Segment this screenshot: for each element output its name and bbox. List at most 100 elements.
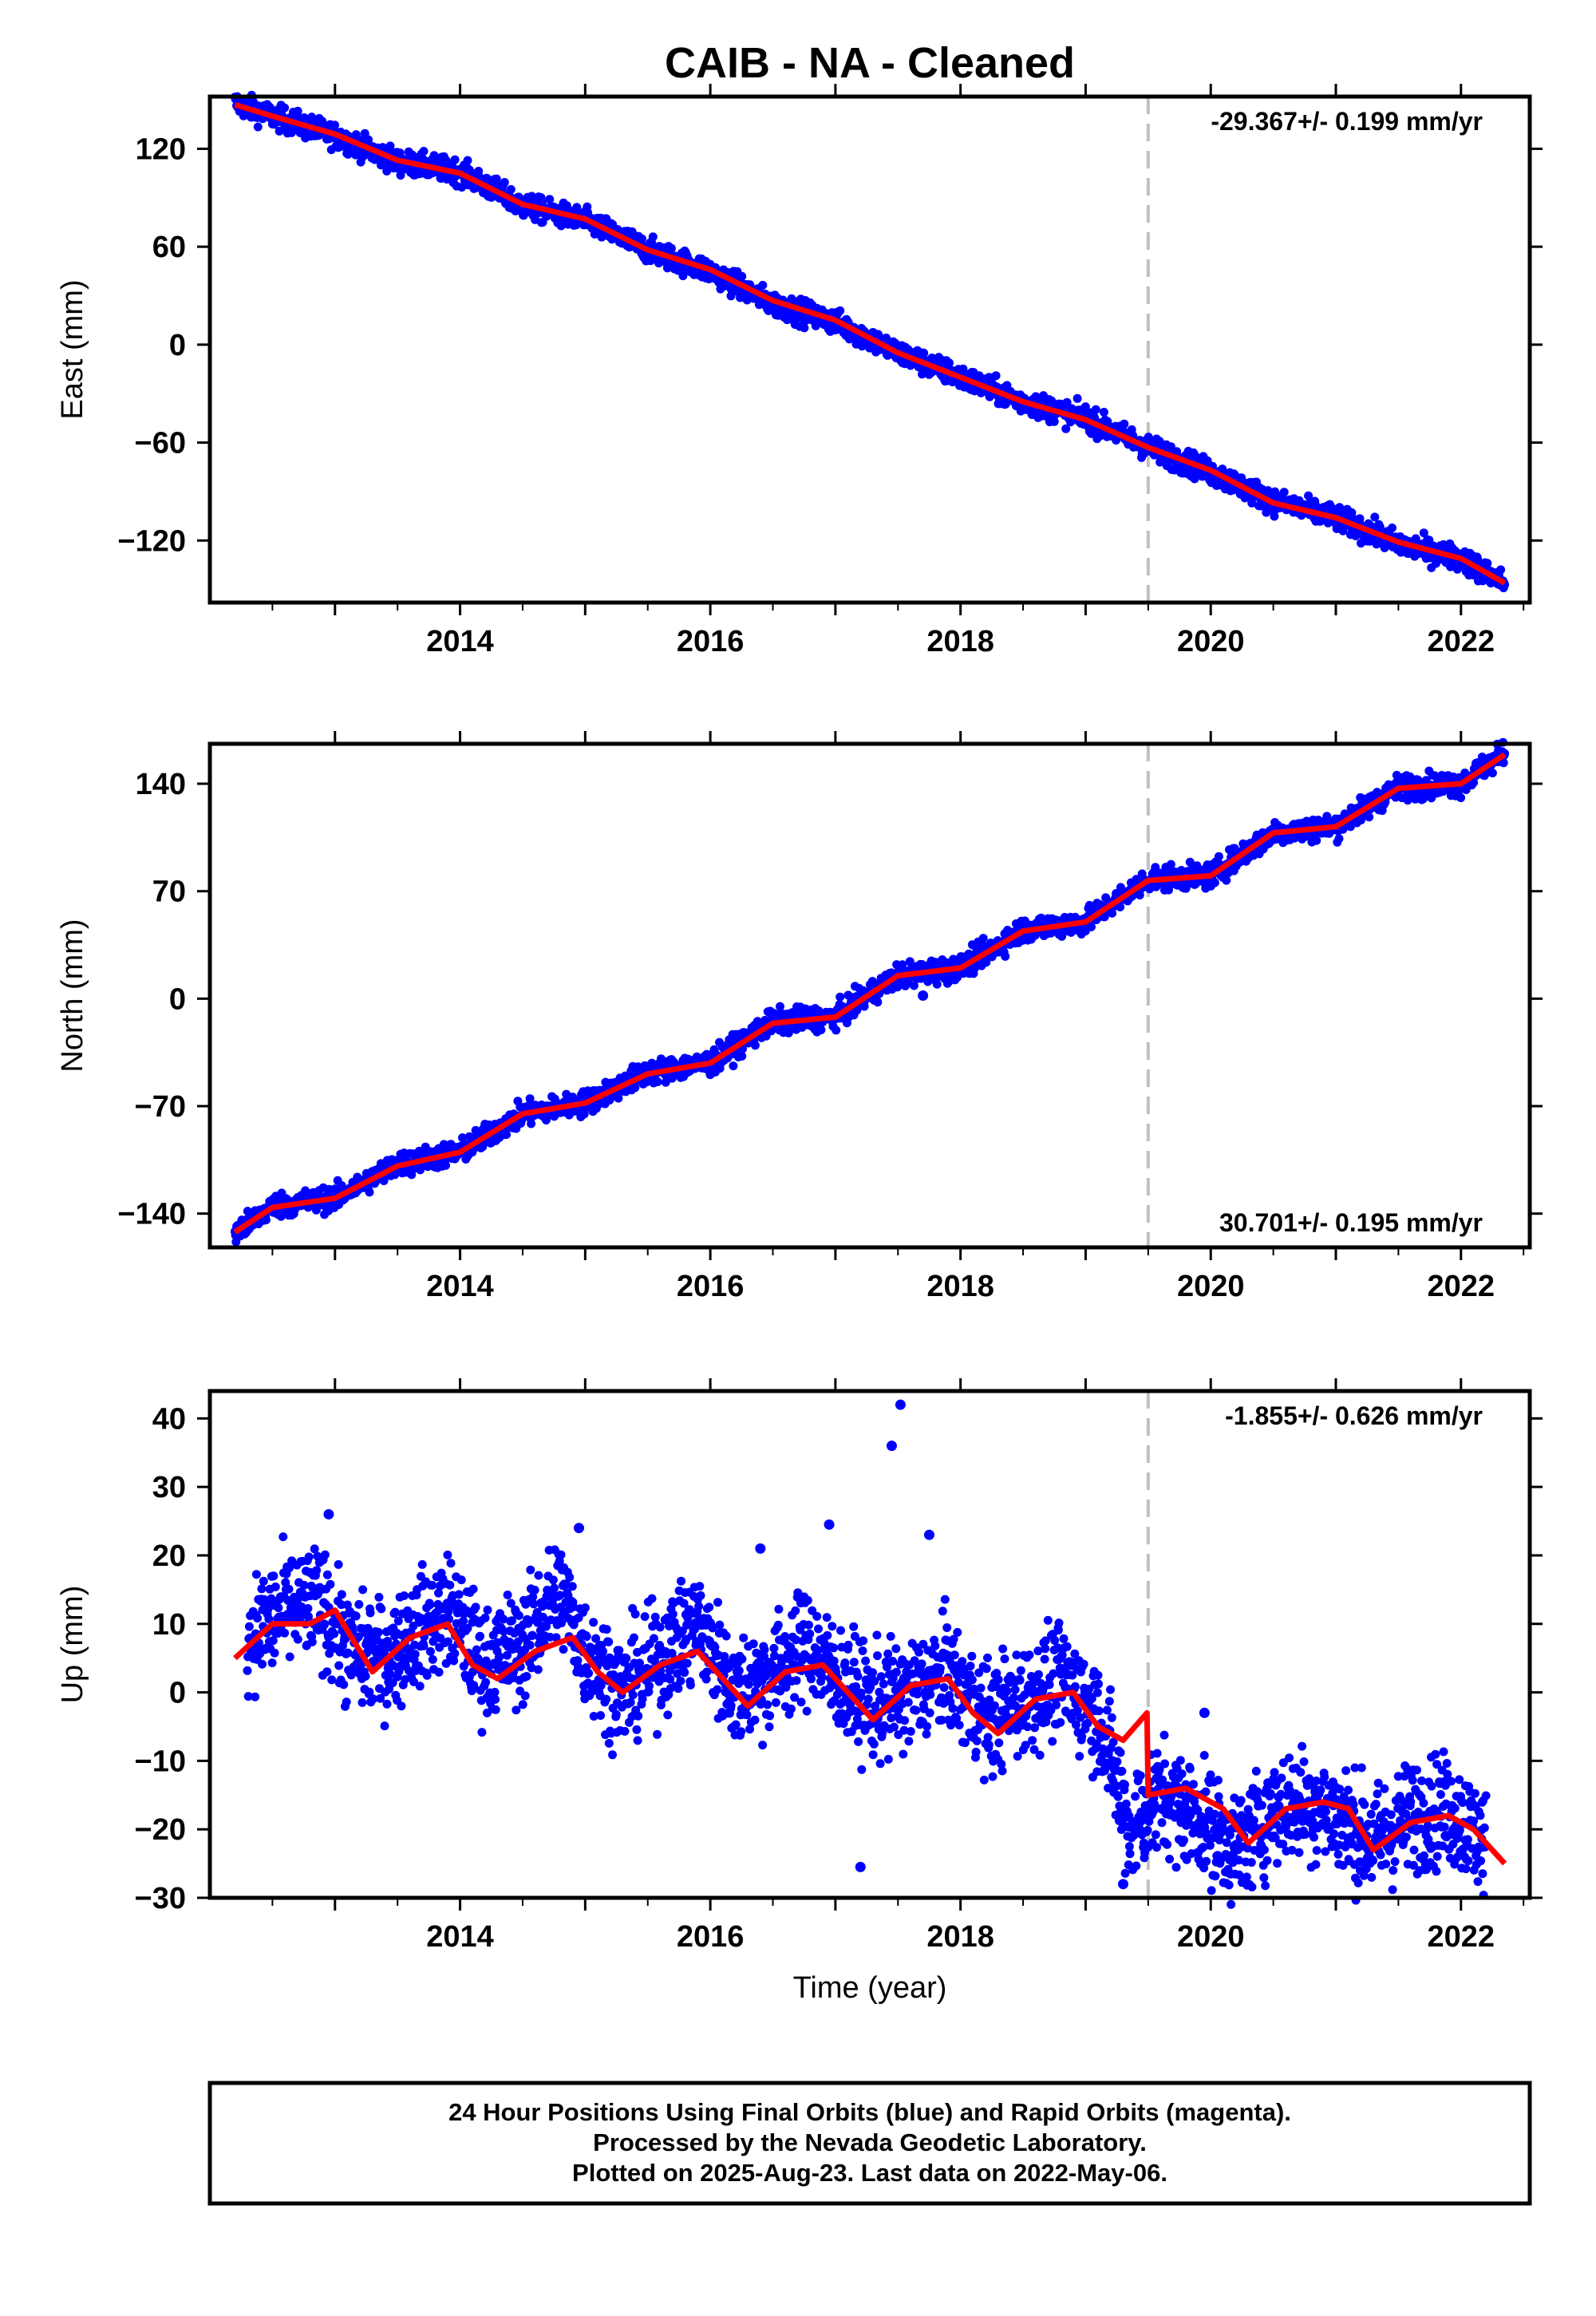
- data-point: [320, 1550, 330, 1559]
- y-axis-title: North (mm): [56, 919, 89, 1072]
- data-point: [1080, 402, 1090, 412]
- data-point: [293, 106, 302, 116]
- data-point: [334, 1661, 344, 1670]
- data-point: [330, 1629, 339, 1638]
- data-point: [285, 1652, 294, 1662]
- data-point: [459, 1616, 468, 1626]
- data-point: [293, 1634, 302, 1644]
- data-point: [463, 156, 472, 165]
- data-point: [836, 306, 845, 315]
- data-point: [758, 280, 768, 290]
- data-point: [410, 1650, 420, 1659]
- data-point: [342, 1697, 351, 1707]
- outlier-point: [918, 990, 929, 1001]
- rate-label: 30.701+/- 0.195 mm/yr: [1219, 1208, 1483, 1237]
- data-point: [428, 1654, 437, 1664]
- data-point: [653, 1077, 662, 1086]
- data-point: [365, 1188, 374, 1197]
- data-point: [1370, 512, 1380, 522]
- data-point: [450, 155, 460, 164]
- data-point: [269, 1571, 279, 1581]
- data-point: [1091, 405, 1100, 414]
- data-point: [377, 1604, 386, 1614]
- data-point: [382, 1699, 392, 1709]
- data-point: [330, 121, 339, 130]
- data-point: [251, 1692, 260, 1701]
- y-tick-label: −60: [135, 427, 186, 460]
- data-point: [358, 1697, 367, 1707]
- data-point: [1047, 396, 1057, 405]
- data-point: [422, 1670, 432, 1680]
- data-point: [244, 1622, 254, 1631]
- data-point: [630, 1083, 640, 1093]
- data-point: [267, 1658, 277, 1668]
- data-point: [380, 1721, 389, 1731]
- data-point: [1270, 512, 1279, 521]
- data-point: [1214, 852, 1223, 861]
- data-point: [274, 1603, 283, 1613]
- data-point: [373, 1627, 383, 1637]
- data-point: [354, 1599, 364, 1609]
- data-point: [1456, 793, 1466, 803]
- data-point: [253, 122, 263, 132]
- up-panel: 2014 2016 2018 2020 2022403020100−10−20−30Up…: [56, 1378, 1543, 2005]
- data-point: [1001, 951, 1010, 961]
- data-point: [1483, 559, 1492, 568]
- data-point: [1365, 812, 1374, 822]
- x-tick-label: 2016: [677, 625, 745, 658]
- data-point: [919, 349, 929, 358]
- data-point: [1388, 524, 1396, 532]
- data-point: [832, 1026, 841, 1035]
- y-tick-label: 0: [169, 329, 186, 362]
- data-point: [1073, 393, 1082, 403]
- data-point: [307, 1637, 317, 1646]
- data-point: [450, 1649, 460, 1658]
- data-points: [243, 1532, 1491, 1909]
- figure-title: CAIB - NA - Cleaned: [665, 39, 1075, 87]
- data-point: [253, 1614, 263, 1623]
- x-tick-label: 2016: [677, 1270, 745, 1303]
- data-point: [312, 1566, 322, 1575]
- data-point: [800, 323, 809, 333]
- data-point: [280, 1628, 290, 1638]
- data-point: [1334, 834, 1344, 844]
- data-point: [500, 178, 509, 187]
- data-point: [279, 1532, 288, 1542]
- data-point: [750, 1041, 760, 1050]
- data-point: [374, 1592, 384, 1602]
- data-point: [326, 1579, 335, 1589]
- data-point: [1487, 769, 1497, 778]
- x-tick-label: 2020: [1177, 625, 1245, 658]
- data-point: [1496, 565, 1506, 575]
- data-point: [945, 358, 954, 368]
- data-point: [1061, 424, 1071, 433]
- rate-label: -29.367+/- 0.199 mm/yr: [1211, 107, 1483, 136]
- data-point: [638, 234, 646, 243]
- y-tick-label: 0: [169, 982, 186, 1016]
- data-point: [502, 1130, 511, 1140]
- data-point: [351, 1611, 361, 1621]
- data-point: [445, 1580, 455, 1590]
- data-point: [1335, 503, 1345, 512]
- data-point: [334, 1559, 343, 1569]
- data-point: [991, 371, 1001, 381]
- data-point: [1222, 875, 1231, 885]
- y-tick-label: 70: [152, 875, 186, 909]
- y-tick-label: 140: [136, 768, 186, 801]
- data-point: [259, 1576, 268, 1586]
- data-point: [419, 1641, 429, 1650]
- data-point: [446, 1559, 456, 1568]
- data-point: [327, 1675, 337, 1685]
- data-point: [284, 1584, 294, 1594]
- data-point: [1120, 419, 1129, 429]
- data-point: [816, 1026, 826, 1034]
- data-point: [358, 1585, 368, 1595]
- data-point: [1279, 488, 1289, 497]
- data-point: [320, 1619, 330, 1629]
- x-tick-label: 2018: [926, 1270, 994, 1303]
- data-point: [270, 1648, 279, 1658]
- data-point: [337, 1590, 346, 1599]
- y-tick-label: 120: [136, 132, 186, 166]
